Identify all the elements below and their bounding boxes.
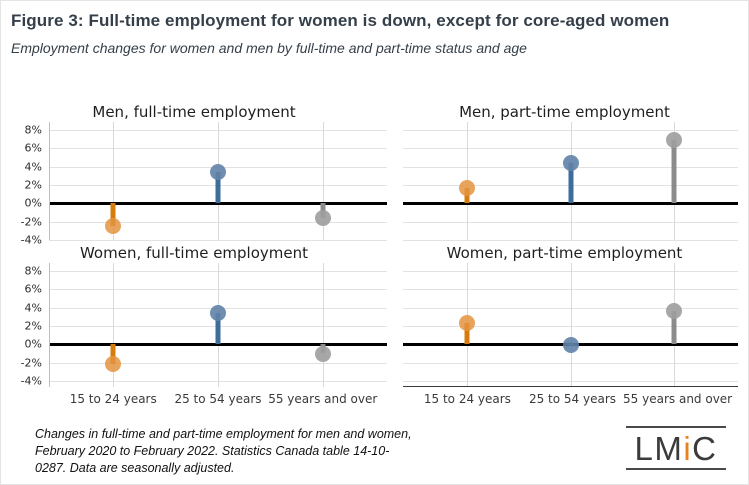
lollipop-dot xyxy=(666,303,683,320)
y-tick-label: 4% xyxy=(24,301,42,315)
chart-title: Women, full-time employment xyxy=(79,244,309,262)
lollipop-dot xyxy=(666,132,683,149)
category-gridline xyxy=(322,122,324,240)
x-tick-label: 55 years and over xyxy=(268,392,378,406)
lollipop-stem xyxy=(215,313,221,345)
lollipop-dot xyxy=(562,155,579,171)
lollipop-stem xyxy=(464,323,470,345)
figure-title: Figure 3: Full-time employment for women… xyxy=(11,11,670,30)
x-axis-labels: 15 to 24 years 25 to 54 years 55 years and… xyxy=(1,390,387,410)
plot-row xyxy=(387,263,742,387)
chart-women-full-time: Women, full-time employment 8% 6% 4% 2% 0% -2… xyxy=(1,240,387,410)
lollipop-dot xyxy=(105,355,122,372)
y-tick-label: -2% xyxy=(20,215,42,229)
figure-header: Figure 3: Full-time employment for women… xyxy=(1,1,748,56)
y-axis-spine xyxy=(49,122,50,240)
y-tick-label: 0% xyxy=(24,196,42,210)
plot-area xyxy=(403,122,738,241)
plot-row xyxy=(387,122,742,241)
x-tick-label: 25 to 54 years xyxy=(174,392,262,406)
category-gridline xyxy=(570,263,572,387)
lollipop-dot xyxy=(562,337,579,354)
lollipop-dot xyxy=(458,179,475,196)
lollipop-stem xyxy=(671,311,677,345)
lollipop-stem xyxy=(110,203,116,227)
chart-title: Women, part-time employment xyxy=(446,244,683,262)
lollipop-stem xyxy=(568,163,573,204)
chart-men-full-time: Men, full-time employment 8% 6% 4% 2% 0% -2% -… xyxy=(1,102,387,247)
y-tick-label: 8% xyxy=(24,264,42,278)
figure-footer: Changes in full-time and part-time emplo… xyxy=(1,410,748,477)
lmic-logo: LMiC xyxy=(626,426,726,470)
y-tick-label: -4% xyxy=(20,374,42,388)
y-tick-label: 6% xyxy=(24,141,42,155)
chart-men-part-time: Men, part-time employment xyxy=(387,102,742,241)
lollipop-dot xyxy=(210,305,226,322)
category-gridline xyxy=(113,122,115,240)
plot-area xyxy=(49,263,387,387)
logo-letters-dark: LM xyxy=(634,430,684,467)
chart-title: Men, part-time employment xyxy=(459,103,670,121)
y-tick-label: 2% xyxy=(24,178,42,192)
y-tick-label: 0% xyxy=(24,337,42,351)
lollipop-stem xyxy=(671,140,677,204)
lollipop-dot xyxy=(105,218,122,235)
zero-baseline xyxy=(49,202,387,206)
lollipop-dot xyxy=(210,164,226,181)
plot-row: 8% 6% 4% 2% 0% -2% -4% xyxy=(1,263,387,388)
gridline xyxy=(49,240,387,241)
lollipop-dot xyxy=(458,315,475,332)
lollipop-dot xyxy=(314,210,331,226)
y-tick-label: 4% xyxy=(24,160,42,174)
x-tick-label: 55 years and over xyxy=(623,392,733,406)
zero-baseline xyxy=(403,202,738,206)
logo-letter-accent: i xyxy=(683,430,693,467)
logo-bottom-rule xyxy=(626,468,726,470)
figure-subtitle: Employment changes for women and men by … xyxy=(11,40,527,56)
y-axis-labels: 8% 6% 4% 2% 0% -2% -4% xyxy=(1,263,49,388)
x-tick-label: 15 to 24 years xyxy=(69,392,157,406)
logo-top-rule xyxy=(626,426,726,428)
source-note: Changes in full-time and part-time emplo… xyxy=(35,427,412,475)
y-axis-labels: 8% 6% 4% 2% 0% -2% -4% xyxy=(1,122,49,247)
plot-row: 8% 6% 4% 2% 0% -2% -4% xyxy=(1,122,387,247)
y-tick-label: 6% xyxy=(24,282,42,296)
logo-wordmark: LMiC xyxy=(626,428,726,468)
chart-title: Men, full-time employment xyxy=(92,103,296,121)
y-tick-label: 8% xyxy=(24,123,42,137)
x-axis-labels: 15 to 24 years 25 to 54 years 55 years and… xyxy=(387,390,742,410)
category-gridline xyxy=(113,263,115,387)
lollipop-stem xyxy=(110,344,116,364)
y-tick-label: 2% xyxy=(24,319,42,333)
y-tick-label: -4% xyxy=(20,233,42,247)
gridline xyxy=(403,240,738,241)
x-tick-label: 25 to 54 years xyxy=(528,392,617,406)
x-axis-spine xyxy=(403,386,738,387)
y-tick-label: -2% xyxy=(20,356,42,370)
lollipop-stem xyxy=(215,172,221,204)
category-gridline xyxy=(322,263,324,387)
lollipop-dot xyxy=(314,345,331,362)
charts-grid: Men, full-time employment 8% 6% 4% 2% 0% -2% -… xyxy=(1,102,748,410)
plot-area xyxy=(403,263,738,387)
x-tick-label: 15 to 24 years xyxy=(423,392,511,406)
logo-letters-dark: C xyxy=(692,430,718,467)
zero-baseline xyxy=(49,343,387,347)
plot-area xyxy=(49,122,387,241)
y-axis-spine xyxy=(49,263,50,387)
chart-women-part-time: Women, part-time employment 15 to 24 yea… xyxy=(387,240,742,410)
